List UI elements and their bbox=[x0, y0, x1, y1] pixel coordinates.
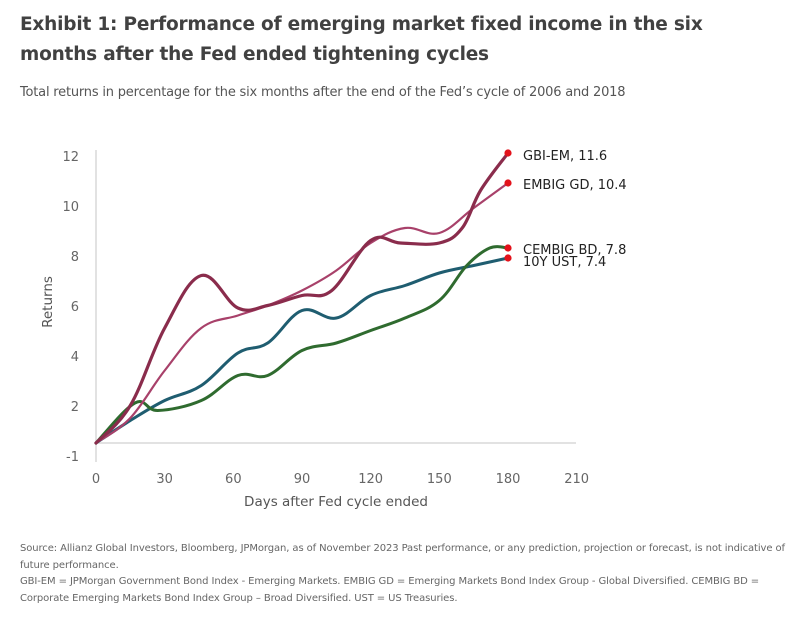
x-tick-label: 120 bbox=[358, 472, 383, 487]
y-tick-labels: -1 2 4 6 8 10 12 bbox=[62, 150, 79, 465]
chart-title: Exhibit 1: Performance of emerging marke… bbox=[20, 14, 703, 65]
series-line-10y-ust bbox=[94, 256, 510, 445]
series-line-embig-gd bbox=[94, 181, 510, 445]
x-tick-label: 30 bbox=[156, 472, 173, 487]
x-tick-label: 0 bbox=[92, 472, 100, 487]
series-line-gbi-em bbox=[94, 151, 510, 445]
end-label-gbi-em: GBI-EM, 11.6 bbox=[523, 149, 607, 164]
source-note: Source: Allianz Global Investors, Bloomb… bbox=[20, 543, 785, 571]
x-tick-label: 180 bbox=[496, 472, 521, 487]
line-chart: -1 2 4 6 8 10 12 0 30 60 90 120 150 180 210 Returns D… bbox=[40, 149, 627, 510]
x-tick-label: 210 bbox=[564, 472, 589, 487]
y-tick-label: 10 bbox=[62, 200, 79, 215]
y-tick-label: -1 bbox=[66, 450, 79, 465]
series-lines bbox=[94, 151, 510, 445]
x-axis-title: Days after Fed cycle ended bbox=[244, 494, 428, 510]
end-label-10y-ust: 10Y UST, 7.4 bbox=[523, 255, 606, 270]
y-tick-label: 12 bbox=[62, 150, 79, 165]
y-tick-label: 4 bbox=[71, 350, 79, 365]
chart-subtitle: Total returns in percentage for the six … bbox=[20, 85, 626, 100]
x-tick-label: 60 bbox=[225, 472, 242, 487]
end-marker-cembig-bd bbox=[504, 244, 512, 252]
x-tick-labels: 0 30 60 90 120 150 180 210 bbox=[92, 472, 589, 487]
definitions-note: GBI-EM = JPMorgan Government Bond Index … bbox=[20, 576, 760, 604]
footer-notes: Source: Allianz Global Investors, Bloomb… bbox=[20, 541, 790, 607]
y-tick-label: 8 bbox=[71, 250, 79, 265]
x-tick-label: 150 bbox=[427, 472, 452, 487]
end-markers bbox=[504, 149, 512, 262]
y-tick-label: 2 bbox=[71, 400, 79, 415]
end-labels: GBI-EM, 11.6 EMBIG GD, 10.4 CEMBIG BD, 7.8… bbox=[523, 149, 627, 270]
end-marker-gbi-em bbox=[504, 149, 512, 157]
x-tick-label: 90 bbox=[294, 472, 311, 487]
series-line-cembig-bd bbox=[94, 245, 510, 445]
end-marker-embig-gd bbox=[504, 179, 512, 187]
end-label-cembig-bd: CEMBIG BD, 7.8 bbox=[523, 243, 626, 258]
y-axis-title: Returns bbox=[40, 276, 56, 328]
y-tick-label: 6 bbox=[71, 300, 79, 315]
end-marker-10y-ust bbox=[504, 254, 512, 262]
axes bbox=[95, 150, 576, 462]
end-label-embig-gd: EMBIG GD, 10.4 bbox=[523, 178, 627, 193]
